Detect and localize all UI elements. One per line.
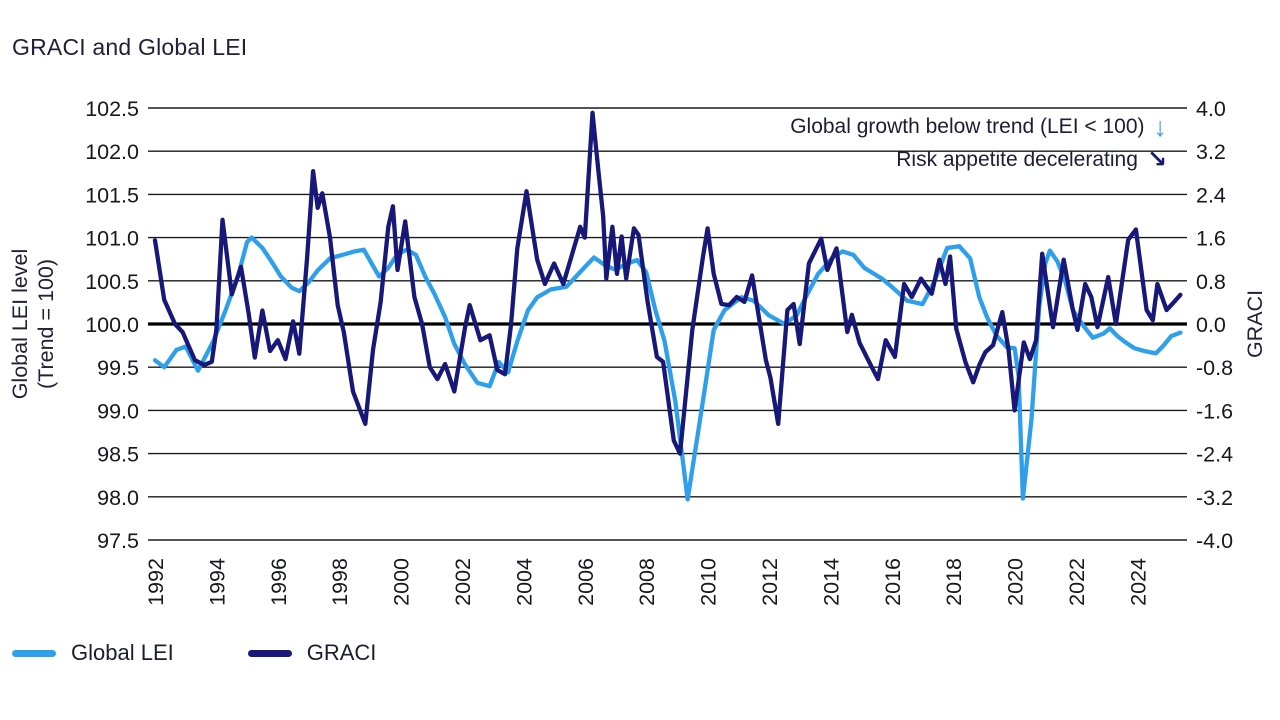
legend-label-graci: GRACI [306,640,377,665]
left-axis-tick-label: 100.5 [85,270,139,294]
annotation-growth-below-trend: Global growth below trend (LEI < 100) ↓ [790,112,1168,142]
left-axis-tick-label: 99.5 [97,356,139,380]
x-axis-tick-label: 2000 [390,558,414,606]
right-axis-tick-label: -1.6 [1196,399,1233,423]
right-axis-tick-label: 2.4 [1196,183,1226,207]
left-axis-title: Global LEI level [8,249,32,400]
x-axis-tick-label: 2022 [1065,558,1089,606]
down-arrow-icon: ↓ [1153,112,1168,142]
legend-item-global-lei: Global LEI [12,640,174,666]
left-axis-tick-label: 101.0 [85,227,139,251]
left-axis-tick-label: 98.5 [97,443,139,467]
left-axis-tick-label: 99.0 [97,399,139,423]
x-axis-tick-label: 2014 [819,558,843,606]
global-lei-swatch-icon [12,649,56,657]
x-axis-tick-label: 2018 [942,558,966,606]
x-axis-tick-label: 1992 [144,558,168,606]
x-axis-tick-label: 2008 [635,558,659,606]
annotation-risk-appetite: Risk appetite decelerating ↘ [896,148,1167,172]
x-axis-tick-label: 2004 [512,558,536,606]
left-axis-tick-label: 101.5 [85,183,139,207]
left-axis-tick-label: 102.5 [85,97,139,121]
left-axis-tick-label: 102.0 [85,140,139,164]
x-axis-tick-label: 1996 [267,558,291,606]
series-global-lei [152,235,1183,502]
graci-swatch-icon [247,649,292,657]
right-axis-tick-label: -0.8 [1196,356,1233,380]
right-axis-tick-label: 0.8 [1196,270,1226,294]
left-axis-tick-label: 98.0 [97,486,139,510]
series-graci [152,110,1183,456]
right-axis-tick-label: 0.0 [1196,313,1226,337]
right-axis-tick-label: 1.6 [1196,227,1226,251]
right-axis-tick-label: -2.4 [1196,443,1233,467]
x-axis-tick-label: 1998 [328,558,352,606]
right-axis-tick-label: 4.0 [1196,97,1226,121]
x-axis-tick-label: 2002 [451,558,475,606]
right-axis-tick-label: 3.2 [1196,140,1226,164]
x-axis-tick-label: 2020 [1004,558,1028,606]
annotation-risk-text: Risk appetite decelerating [896,148,1138,171]
chart-legend: Global LEI GRACI [12,640,376,666]
annotation-growth-text: Global growth below trend (LEI < 100) [790,115,1145,138]
left-axis-tick-label: 97.5 [97,529,139,553]
x-axis-tick-label: 2010 [697,558,721,606]
x-axis-tick-label: 2016 [881,558,905,606]
legend-item-graci: GRACI [247,640,377,666]
right-axis-tick-label: -3.2 [1196,486,1233,510]
left-axis-tick-label: 100.0 [85,313,139,337]
legend-label-global-lei: Global LEI [71,640,174,665]
right-axis-tick-label: -4.0 [1196,529,1233,553]
x-axis-tick-label: 2012 [758,558,782,606]
right-axis-title: GRACI [1243,290,1267,358]
down-right-arrow-icon: ↘ [1146,146,1167,173]
x-axis-tick-label: 1994 [205,558,229,606]
chart-annotations: Global growth below trend (LEI < 100) ↓ … [790,112,1168,172]
x-axis-tick-label: 2006 [574,558,598,606]
x-axis-tick-label: 2024 [1126,558,1150,606]
chart-title: GRACI and Global LEI [12,34,248,60]
left-axis-title: (Trend = 100) [34,259,58,389]
